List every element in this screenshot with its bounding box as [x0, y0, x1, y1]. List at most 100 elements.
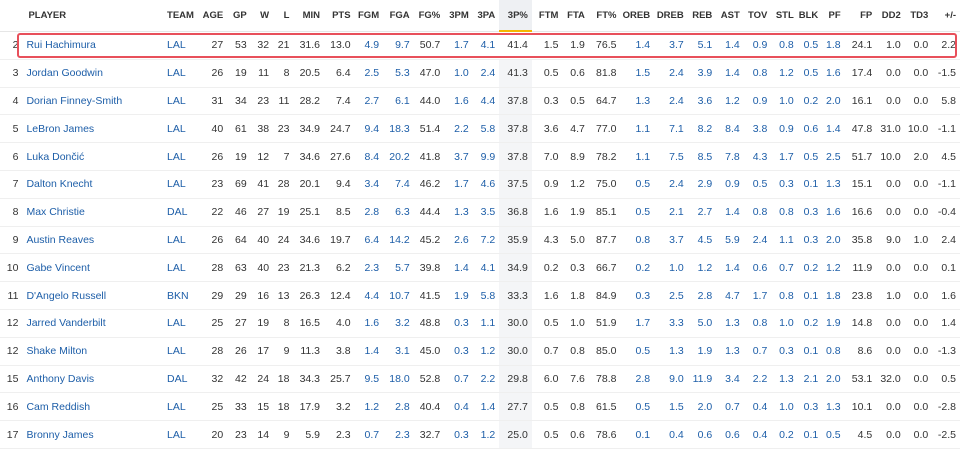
stat-cell-fga[interactable]: 5.3: [383, 59, 414, 88]
stat-cell-fga[interactable]: 18.0: [383, 365, 414, 394]
team-link[interactable]: LAL: [163, 59, 202, 88]
stat-cell-3pm[interactable]: 2.2: [444, 114, 473, 144]
stat-cell-pf[interactable]: 0.5: [822, 420, 845, 449]
team-link[interactable]: LAL: [163, 142, 202, 171]
stat-cell-reb[interactable]: 3.9: [687, 59, 717, 88]
column-header-reb[interactable]: REB: [687, 0, 717, 32]
stat-cell-oreb[interactable]: 1.1: [620, 114, 655, 144]
stat-cell-fga[interactable]: 3.1: [383, 337, 414, 366]
stat-cell-fgm[interactable]: 9.5: [354, 365, 384, 394]
stat-cell-dreb[interactable]: 3.7: [654, 31, 688, 60]
team-link[interactable]: DAL: [163, 198, 202, 227]
stat-cell-dreb[interactable]: 7.1: [654, 114, 688, 144]
stat-cell-blk[interactable]: 0.1: [797, 170, 823, 199]
stat-cell-3pm[interactable]: 2.6: [444, 226, 473, 255]
player-name-link[interactable]: Rui Hachimura: [24, 31, 164, 60]
stat-cell-pf[interactable]: 1.9: [822, 309, 845, 338]
stat-cell-3pa[interactable]: 4.1: [472, 31, 500, 60]
stat-cell-3pm[interactable]: 0.3: [444, 309, 473, 338]
column-header-3p-pct[interactable]: 3P%: [499, 0, 532, 32]
stat-cell-ast[interactable]: 1.4: [716, 198, 744, 227]
stat-cell-tov[interactable]: 0.5: [743, 170, 772, 199]
column-header-fga[interactable]: FGA: [383, 0, 414, 32]
stat-cell-stl[interactable]: 0.3: [771, 170, 798, 199]
column-header-fg-pct[interactable]: FG%: [413, 0, 445, 32]
stat-cell-stl[interactable]: 1.1: [771, 226, 798, 255]
player-name-link[interactable]: Shake Milton: [24, 337, 164, 366]
stat-cell-fga[interactable]: 3.2: [383, 309, 414, 338]
stat-cell-tov[interactable]: 2.4: [743, 226, 772, 255]
column-header-w[interactable]: W: [250, 0, 274, 32]
stat-cell-ast[interactable]: 0.7: [716, 392, 744, 422]
stat-cell-3pm[interactable]: 0.3: [444, 337, 473, 366]
column-header-tov[interactable]: TOV: [743, 0, 772, 32]
stat-cell-reb[interactable]: 8.5: [687, 142, 717, 171]
stat-cell-blk[interactable]: 0.6: [797, 114, 823, 144]
stat-cell-3pm[interactable]: 1.4: [444, 253, 473, 283]
stat-cell-dreb[interactable]: 1.3: [654, 337, 688, 366]
stat-cell-fgm[interactable]: 2.3: [354, 253, 384, 283]
stat-cell-reb[interactable]: 3.6: [687, 87, 717, 116]
stat-cell-stl[interactable]: 0.8: [771, 198, 798, 227]
stat-cell-reb[interactable]: 1.9: [687, 337, 717, 366]
stat-cell-fga[interactable]: 6.3: [383, 198, 414, 227]
column-header-ft-pct[interactable]: FT%: [588, 0, 621, 32]
stat-cell-reb[interactable]: 2.7: [687, 198, 717, 227]
stat-cell-pf[interactable]: 2.0: [822, 365, 845, 394]
stat-cell-dreb[interactable]: 0.4: [654, 420, 688, 449]
stat-cell-blk[interactable]: 0.5: [797, 59, 823, 88]
stat-cell-3pa[interactable]: 5.8: [472, 114, 500, 144]
stat-cell-dreb[interactable]: 9.0: [654, 365, 688, 394]
player-name-link[interactable]: Bronny James: [24, 420, 164, 449]
stat-cell-fga[interactable]: 5.7: [383, 253, 414, 283]
player-name-link[interactable]: Jordan Goodwin: [24, 59, 164, 88]
team-link[interactable]: LAL: [163, 87, 202, 116]
player-name-link[interactable]: Luka Dončić: [24, 142, 164, 171]
stat-cell-oreb[interactable]: 2.8: [620, 365, 655, 394]
player-name-link[interactable]: Jarred Vanderbilt: [24, 309, 164, 338]
stat-cell-oreb[interactable]: 0.2: [620, 253, 655, 283]
stat-cell-pf[interactable]: 1.3: [822, 392, 845, 422]
stat-cell-stl[interactable]: 0.7: [771, 253, 798, 283]
player-name-link[interactable]: Dorian Finney-Smith: [24, 87, 164, 116]
stat-cell-oreb[interactable]: 0.8: [620, 226, 655, 255]
stat-cell-fgm[interactable]: 2.8: [354, 198, 384, 227]
stat-cell-fgm[interactable]: 8.4: [354, 142, 384, 171]
stat-cell-stl[interactable]: 1.7: [771, 142, 798, 171]
stat-cell-tov[interactable]: 2.2: [743, 365, 772, 394]
stat-cell-fgm[interactable]: 1.6: [354, 309, 384, 338]
stat-cell-pf[interactable]: 0.8: [822, 337, 845, 366]
column-header-age[interactable]: AGE: [201, 0, 228, 32]
stat-cell-pf[interactable]: 1.6: [822, 198, 845, 227]
stat-cell-oreb[interactable]: 1.3: [620, 87, 655, 116]
stat-cell-dreb[interactable]: 2.5: [654, 281, 688, 310]
stat-cell-3pa[interactable]: 4.4: [472, 87, 500, 116]
stat-cell-reb[interactable]: 0.6: [687, 420, 717, 449]
stat-cell-blk[interactable]: 0.1: [797, 337, 823, 366]
stat-cell-tov[interactable]: 0.4: [743, 420, 772, 449]
stat-cell-reb[interactable]: 11.9: [687, 365, 717, 394]
stat-cell-ast[interactable]: 0.9: [716, 170, 744, 199]
stat-cell-blk[interactable]: 0.2: [797, 309, 823, 338]
stat-cell-ast[interactable]: 0.6: [716, 420, 744, 449]
column-header-fp[interactable]: FP: [844, 0, 877, 32]
team-link[interactable]: DAL: [163, 365, 202, 394]
team-link[interactable]: LAL: [163, 392, 202, 422]
team-link[interactable]: LAL: [163, 337, 202, 366]
stat-cell-pf[interactable]: 2.0: [822, 87, 845, 116]
stat-cell-pf[interactable]: 2.5: [822, 142, 845, 171]
stat-cell-reb[interactable]: 4.5: [687, 226, 717, 255]
stat-cell-dreb[interactable]: 1.5: [654, 392, 688, 422]
stat-cell-oreb[interactable]: 0.3: [620, 281, 655, 310]
player-name-link[interactable]: Cam Reddish: [24, 392, 164, 422]
stat-cell-3pa[interactable]: 1.2: [472, 420, 500, 449]
stat-cell-oreb[interactable]: 0.5: [620, 170, 655, 199]
team-link[interactable]: LAL: [163, 253, 202, 283]
stat-cell-fga[interactable]: 6.1: [383, 87, 414, 116]
stat-cell-3pm[interactable]: 0.7: [444, 365, 473, 394]
stat-cell-fgm[interactable]: 2.5: [354, 59, 384, 88]
stat-cell-dreb[interactable]: 7.5: [654, 142, 688, 171]
column-header-3pm[interactable]: 3PM: [444, 0, 473, 32]
stat-cell-fgm[interactable]: 4.9: [354, 31, 384, 60]
column-header-min[interactable]: MIN: [293, 0, 325, 32]
